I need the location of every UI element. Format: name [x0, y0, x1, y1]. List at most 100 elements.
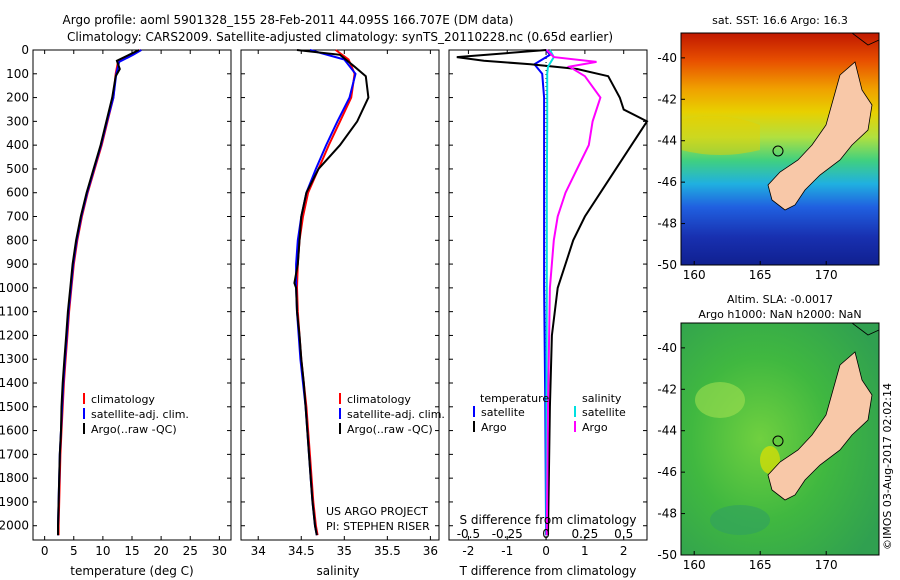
series-line-argo [545, 49, 602, 536]
series-line-argo [456, 49, 649, 536]
header-line-1: Argo profile: aoml 5901328_155 28-Feb-20… [63, 13, 514, 27]
legend-title-temperature: temperature [480, 392, 549, 405]
sst-map [680, 32, 880, 266]
series-line-climatology [295, 49, 356, 536]
imos-credit: ©IMOS 03-Aug-2017 02:02:14 [881, 383, 894, 550]
y-tick-label: 1200 [0, 328, 29, 342]
new-zealand-landmass [767, 61, 873, 211]
map-y-tick-label: -50 [657, 548, 677, 562]
legend-label-satellite-adj: satellite-adj. clim. [91, 408, 189, 421]
y-tick-label: 900 [6, 257, 29, 271]
map-x-tick-label: 160 [683, 268, 706, 282]
sst-map-frame [680, 32, 880, 266]
x-tick-label: 34 [251, 544, 266, 558]
map-y-tick-label: -50 [657, 258, 677, 272]
difference-xlabel-2: S difference from climatology [460, 513, 637, 527]
y-tick-label: 700 [6, 210, 29, 224]
map-x-tick-label: 170 [815, 558, 838, 572]
sla-anomaly-patch [695, 382, 745, 418]
salinity-panel-frame [240, 49, 440, 541]
x-tick-label: 10 [95, 544, 110, 558]
temperature-xlabel: temperature (deg C) [70, 564, 193, 578]
x2-tick-label: 0.25 [572, 527, 599, 541]
series-line-satellite [532, 49, 552, 536]
salinity-plot: 34 34.5 35 35.5 36 [241, 49, 439, 558]
sst-warm-patch [681, 116, 760, 155]
legend-label-satellite-adj: satellite-adj. clim. [347, 408, 445, 421]
map-y-tick-label: -42 [657, 382, 677, 396]
legend-title-salinity: salinity [582, 392, 622, 405]
sla-map [680, 322, 880, 556]
y-tick-label: 300 [6, 114, 29, 128]
sla-map-title-2: Argo h1000: NaN h2000: NaN [698, 308, 861, 321]
header-line-2: Climatology: CARS2009. Satellite-adjuste… [67, 30, 613, 44]
sla-map-frame [680, 322, 880, 556]
legend-label-climatology: climatology [91, 393, 155, 406]
map-x-tick-label: 165 [749, 558, 772, 572]
y-tick-label: 200 [6, 91, 29, 105]
y-tick-label: 1000 [0, 281, 29, 295]
difference-legend: temperature salinity satellite Argo sate… [473, 392, 626, 434]
x-tick-label: 35 [337, 544, 352, 558]
map-y-tick-label: -40 [657, 341, 677, 355]
series-line-satellite [545, 49, 555, 536]
x-tick-label: 25 [183, 544, 198, 558]
x-tick-label: 20 [153, 544, 168, 558]
map-y-tick-label: -46 [657, 465, 677, 479]
temperature-legend: climatology satellite-adj. clim. Argo(..… [83, 393, 189, 436]
north-island-coast [851, 32, 880, 46]
x-tick-label: -2 [462, 544, 474, 558]
y-tick-label: 100 [6, 67, 29, 81]
argo-float-marker [772, 145, 784, 157]
x2-tick-label: 0.5 [614, 527, 633, 541]
series-line-satellite-adj-clim- [295, 49, 357, 536]
y-tick-label: 400 [6, 138, 29, 152]
x-tick-label: 30 [212, 544, 227, 558]
north-island-coast [851, 322, 880, 336]
y-tick-label: 1300 [0, 352, 29, 366]
x-tick-label: 15 [124, 544, 139, 558]
y-tick-label: 500 [6, 162, 29, 176]
legend-label-s-argo: Argo [582, 421, 608, 434]
x-tick-label: 0 [542, 544, 550, 558]
y-tick-label: 1700 [0, 447, 29, 461]
salinity-legend: climatology satellite-adj. clim. Argo(..… [339, 393, 445, 436]
y-tick-label: 1400 [0, 376, 29, 390]
argo-float-marker [772, 435, 784, 447]
y-tick-label: 1500 [0, 400, 29, 414]
legend-label-argo: Argo(..raw -QC) [347, 423, 433, 436]
x-tick-label: 2 [620, 544, 628, 558]
sla-map-axes: 160 165 170 -40 -42 -44 -46 -48 -50 [657, 341, 837, 572]
map-x-tick-label: 160 [683, 558, 706, 572]
difference-xlabel: T difference from climatology [459, 564, 637, 578]
series-line-argo-raw-qc- [293, 49, 370, 536]
y-tick-label: 1600 [0, 424, 29, 438]
y-tick-label: 1800 [0, 471, 29, 485]
y-tick-label: 1900 [0, 495, 29, 509]
x-tick-label: 5 [70, 544, 78, 558]
x-tick-label: 1 [581, 544, 589, 558]
x2-tick-label: -0.5 [457, 527, 480, 541]
x-tick-label: 34.5 [288, 544, 315, 558]
y-tick-label: 2000 [0, 519, 29, 533]
x-tick-label: 35.5 [374, 544, 401, 558]
map-y-tick-label: -44 [657, 134, 677, 148]
x-tick-label: 0 [41, 544, 49, 558]
x-tick-label: 36 [423, 544, 438, 558]
x2-tick-label: -0.25 [492, 527, 523, 541]
new-zealand-landmass [767, 351, 873, 501]
map-y-tick-label: -46 [657, 175, 677, 189]
legend-label-s-satellite: satellite [582, 406, 626, 419]
map-y-tick-label: -44 [657, 424, 677, 438]
project-annotation-2: PI: STEPHEN RISER [326, 520, 430, 533]
difference-plot: -2 -1 0 1 2 -0.5 -0.25 0 0.25 0.5 [449, 49, 649, 558]
x-tick-label: -1 [501, 544, 513, 558]
map-x-tick-label: 170 [815, 268, 838, 282]
sla-map-title-1: Altim. SLA: -0.0017 [727, 293, 833, 306]
legend-label-t-satellite: satellite [481, 406, 525, 419]
salinity-xlabel: salinity [316, 564, 359, 578]
project-annotation-1: US ARGO PROJECT [326, 505, 428, 518]
map-x-tick-label: 165 [749, 268, 772, 282]
sst-map-title: sat. SST: 16.6 Argo: 16.3 [712, 14, 848, 27]
